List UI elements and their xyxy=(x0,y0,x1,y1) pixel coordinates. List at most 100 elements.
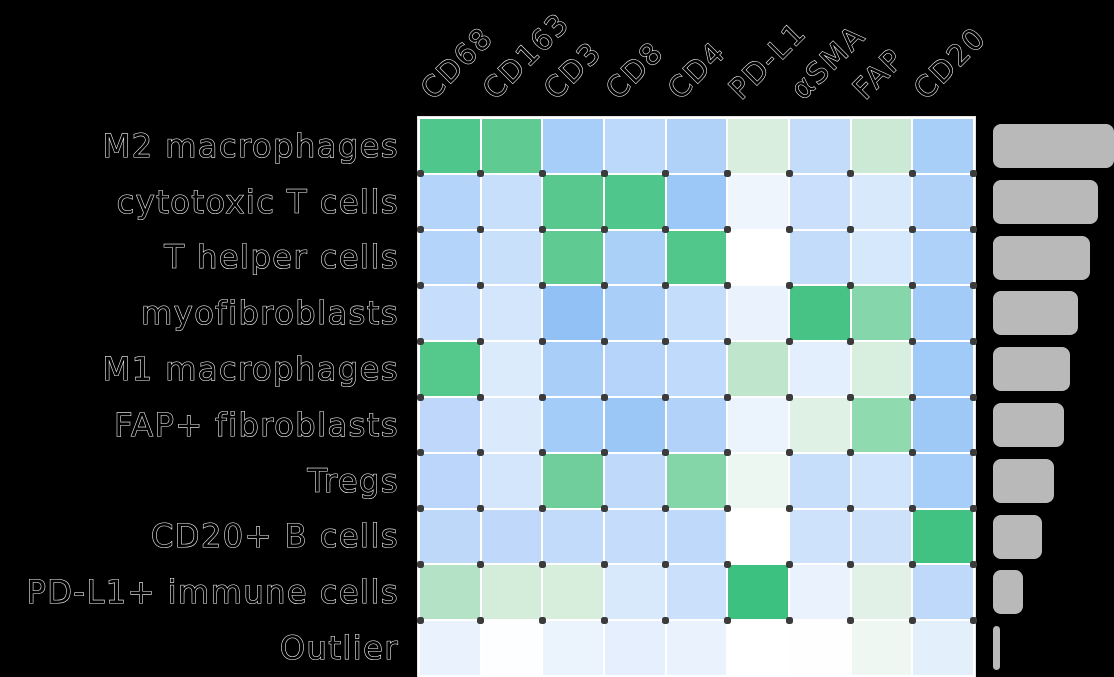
heatmap-cell xyxy=(790,398,850,452)
row-size-bar xyxy=(993,180,1098,224)
grid-intersection-dot xyxy=(847,394,854,401)
grid-intersection-dot xyxy=(539,449,546,456)
grid-intersection-dot xyxy=(909,282,916,289)
heatmap-cell xyxy=(543,286,603,340)
heatmap-cell xyxy=(790,565,850,619)
heatmap-cell xyxy=(790,231,850,285)
heatmap-cell xyxy=(482,286,542,340)
grid-intersection-dot xyxy=(662,561,669,568)
grid-intersection-dot xyxy=(477,617,484,624)
grid-intersection-dot xyxy=(477,338,484,345)
heatmap-cell xyxy=(913,286,973,340)
grid-intersection-dot xyxy=(601,282,608,289)
grid-intersection-dot xyxy=(847,282,854,289)
heatmap-cell xyxy=(852,565,912,619)
grid-intersection-dot xyxy=(662,449,669,456)
row-size-bar xyxy=(993,236,1090,280)
grid-intersection-dot xyxy=(417,226,424,233)
heatmap-cell xyxy=(482,454,542,508)
heatmap-cell xyxy=(667,621,727,675)
heatmap-grid xyxy=(420,119,973,675)
grid-intersection-dot xyxy=(724,394,731,401)
grid-intersection-dot xyxy=(724,561,731,568)
row-label: M1 macrophages xyxy=(0,342,399,396)
heatmap-cell xyxy=(852,342,912,396)
column-header: CD8 xyxy=(599,35,670,106)
grid-intersection-dot xyxy=(477,449,484,456)
grid-intersection-dot xyxy=(539,505,546,512)
heatmap-cell xyxy=(543,119,603,173)
heatmap-cell xyxy=(667,454,727,508)
column-header: CD20 xyxy=(907,20,993,106)
heatmap-cell xyxy=(420,621,480,675)
grid-intersection-dot xyxy=(601,617,608,624)
row-label: myofibroblasts xyxy=(0,286,399,340)
grid-intersection-dot xyxy=(477,394,484,401)
grid-intersection-dot xyxy=(539,282,546,289)
grid-intersection-dot xyxy=(786,282,793,289)
heatmap-cell xyxy=(790,286,850,340)
grid-intersection-dot xyxy=(909,170,916,177)
heatmap-cell xyxy=(482,175,542,229)
grid-intersection-dot xyxy=(417,617,424,624)
grid-intersection-dot xyxy=(724,338,731,345)
heatmap-cell xyxy=(543,342,603,396)
grid-intersection-dot xyxy=(909,505,916,512)
heatmap-cell xyxy=(790,175,850,229)
heatmap-cell xyxy=(790,621,850,675)
grid-intersection-dot xyxy=(601,449,608,456)
grid-intersection-dot xyxy=(786,170,793,177)
grid-intersection-dot xyxy=(786,449,793,456)
heatmap-cell xyxy=(852,398,912,452)
grid-intersection-dot xyxy=(662,170,669,177)
heatmap-figure: M2 macrophagescytotoxic T cellsT helper … xyxy=(0,0,1114,677)
heatmap-cell xyxy=(605,231,665,285)
heatmap-cell xyxy=(913,621,973,675)
heatmap-cell xyxy=(605,510,665,564)
grid-intersection-dot xyxy=(417,338,424,345)
heatmap-cell xyxy=(852,119,912,173)
grid-intersection-dot xyxy=(786,505,793,512)
heatmap-cell xyxy=(420,119,480,173)
heatmap-cell xyxy=(605,286,665,340)
grid-intersection-dot xyxy=(786,338,793,345)
heatmap-cell xyxy=(420,510,480,564)
grid-intersection-dot xyxy=(477,170,484,177)
heatmap-cell xyxy=(913,398,973,452)
grid-intersection-dot xyxy=(417,561,424,568)
heatmap-cell xyxy=(605,175,665,229)
grid-intersection-dot xyxy=(662,338,669,345)
heatmap-cell xyxy=(543,231,603,285)
heatmap-cell xyxy=(728,231,788,285)
heatmap-cell xyxy=(913,565,973,619)
heatmap-cell xyxy=(667,286,727,340)
grid-intersection-dot xyxy=(970,449,977,456)
heatmap-cell xyxy=(667,342,727,396)
grid-intersection-dot xyxy=(909,226,916,233)
heatmap-cell xyxy=(852,454,912,508)
heatmap-cell xyxy=(420,565,480,619)
grid-intersection-dot xyxy=(601,394,608,401)
grid-intersection-dot xyxy=(601,338,608,345)
heatmap-cell xyxy=(543,565,603,619)
heatmap-cell xyxy=(543,398,603,452)
heatmap-cell xyxy=(790,342,850,396)
heatmap-cell xyxy=(605,621,665,675)
heatmap-cell xyxy=(667,565,727,619)
heatmap-cell xyxy=(605,454,665,508)
grid-intersection-dot xyxy=(786,617,793,624)
grid-intersection-dot xyxy=(724,282,731,289)
row-size-bar xyxy=(993,403,1064,447)
grid-intersection-dot xyxy=(847,617,854,624)
heatmap-cell xyxy=(913,175,973,229)
heatmap-cell xyxy=(852,175,912,229)
grid-intersection-dot xyxy=(847,338,854,345)
row-size-bar xyxy=(993,459,1054,503)
grid-intersection-dot xyxy=(539,338,546,345)
row-size-bar xyxy=(993,515,1042,559)
heatmap-cell xyxy=(728,565,788,619)
grid-intersection-dot xyxy=(601,226,608,233)
grid-intersection-dot xyxy=(477,282,484,289)
grid-intersection-dot xyxy=(477,561,484,568)
heatmap-cell xyxy=(913,119,973,173)
